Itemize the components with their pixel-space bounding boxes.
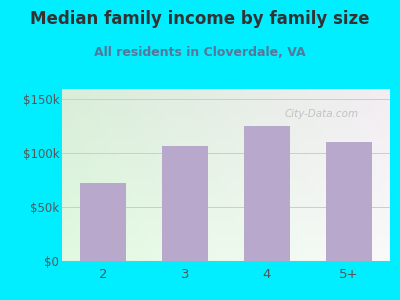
Text: All residents in Cloverdale, VA: All residents in Cloverdale, VA xyxy=(94,46,306,59)
Bar xyxy=(80,183,126,261)
Bar xyxy=(162,146,208,261)
Bar xyxy=(326,142,372,261)
Text: City-Data.com: City-Data.com xyxy=(285,109,359,119)
Text: Median family income by family size: Median family income by family size xyxy=(30,11,370,28)
Bar xyxy=(244,126,290,261)
